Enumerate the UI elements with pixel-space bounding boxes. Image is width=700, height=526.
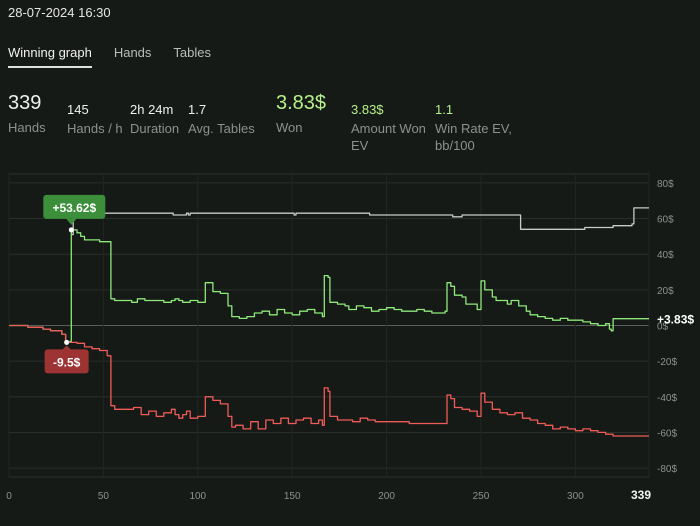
stat-amount-won-ev-label-1: Amount Won — [351, 121, 426, 136]
y-tick-label: -80$ — [657, 464, 677, 475]
stat-hands-per-hour: 145 Hands / h — [67, 92, 123, 137]
x-tick-label: 339 — [631, 488, 651, 502]
max-point-marker — [68, 227, 74, 233]
stat-amount-won-ev-label-2: EV — [351, 138, 369, 153]
stat-duration-value: 2h 24m — [130, 102, 174, 117]
y-tick-label: -40$ — [657, 393, 677, 404]
stat-avg-tables-label: Avg. Tables — [188, 121, 255, 136]
stat-win-rate-ev-label-1: Win Rate EV, — [435, 121, 512, 136]
stat-duration: 2h 24m Duration — [130, 92, 179, 137]
y-tick-label: -60$ — [657, 428, 677, 439]
x-tick-label: 250 — [473, 491, 490, 502]
y-tick-label: 0$ — [657, 322, 669, 333]
stat-hands-per-hour-label: Hands / h — [67, 121, 123, 136]
stat-avg-tables: 1.7 Avg. Tables — [188, 92, 255, 137]
y-tick-label: 40$ — [657, 250, 674, 261]
min-badge — [44, 349, 89, 374]
max-badge-label: +53.62$ — [52, 201, 96, 215]
tab-hands[interactable]: Hands — [113, 45, 152, 60]
stat-win-rate-ev: 1.1 Win Rate EV, bb/100 — [435, 92, 512, 154]
stat-win-rate-ev-label: Win Rate EV, bb/100 — [435, 120, 512, 154]
stat-hands-per-hour-value: 145 — [67, 102, 89, 117]
stat-won-value: 3.83$ — [276, 92, 327, 114]
x-tick-label: 0 — [6, 491, 12, 502]
stat-win-rate-ev-label-2: bb/100 — [435, 138, 475, 153]
winning-graph-chart: 80$ 60$ 40$ 20$ 0$ -20$ -40$ -60$ -80$ 0 50 100 150 2… — [0, 170, 700, 521]
y-tick-label: 60$ — [657, 215, 674, 226]
min-badge-pointer — [61, 345, 72, 351]
end-value-label: +3.83$ — [657, 313, 694, 327]
stat-win-rate-ev-value: 1.1 — [435, 102, 454, 117]
stat-won-label: Won — [276, 120, 303, 135]
series-line-red — [9, 324, 649, 437]
datetime: 28-07-2024 16:30 — [8, 5, 111, 20]
x-tick-label: 150 — [284, 491, 301, 502]
series-line-grey — [71, 207, 649, 236]
min-point-marker — [64, 339, 70, 345]
stat-won: 3.83$ Won — [276, 92, 326, 136]
stats-bar: 339 Hands 145 Hands / h 2h 24m Duration … — [0, 92, 700, 154]
max-badge-pointer — [66, 218, 77, 225]
max-badge — [43, 194, 106, 219]
tab-tables[interactable]: Tables — [173, 45, 211, 60]
tab-bar: Winning graph Hands Tables — [8, 45, 211, 68]
tab-winning-graph[interactable]: Winning graph — [8, 45, 92, 68]
stat-hands-value: 339 — [8, 92, 42, 114]
x-tick-label: 100 — [189, 491, 206, 502]
stat-amount-won-ev-label: Amount Won EV — [351, 120, 426, 154]
stat-amount-won-ev-value: 3.83$ — [351, 102, 384, 117]
min-badge-label: -9.5$ — [53, 355, 81, 369]
chart-svg: 80$ 60$ 40$ 20$ 0$ -20$ -40$ -60$ -80$ 0 50 100 150 2… — [6, 173, 694, 502]
stat-avg-tables-value: 1.7 — [188, 102, 207, 117]
stat-amount-won-ev: 3.83$ Amount Won EV — [351, 92, 426, 154]
stat-hands-label: Hands — [8, 120, 46, 135]
y-tick-label: 80$ — [657, 179, 674, 190]
x-tick-label: 200 — [378, 491, 395, 502]
stat-duration-label: Duration — [130, 121, 180, 136]
series-line-green — [9, 229, 649, 344]
stat-hands: 339 Hands — [8, 92, 46, 136]
y-tick-label: -20$ — [657, 357, 677, 368]
y-tick-label: 20$ — [657, 286, 674, 297]
x-tick-label: 300 — [567, 491, 584, 502]
x-tick-label: 50 — [98, 491, 110, 502]
